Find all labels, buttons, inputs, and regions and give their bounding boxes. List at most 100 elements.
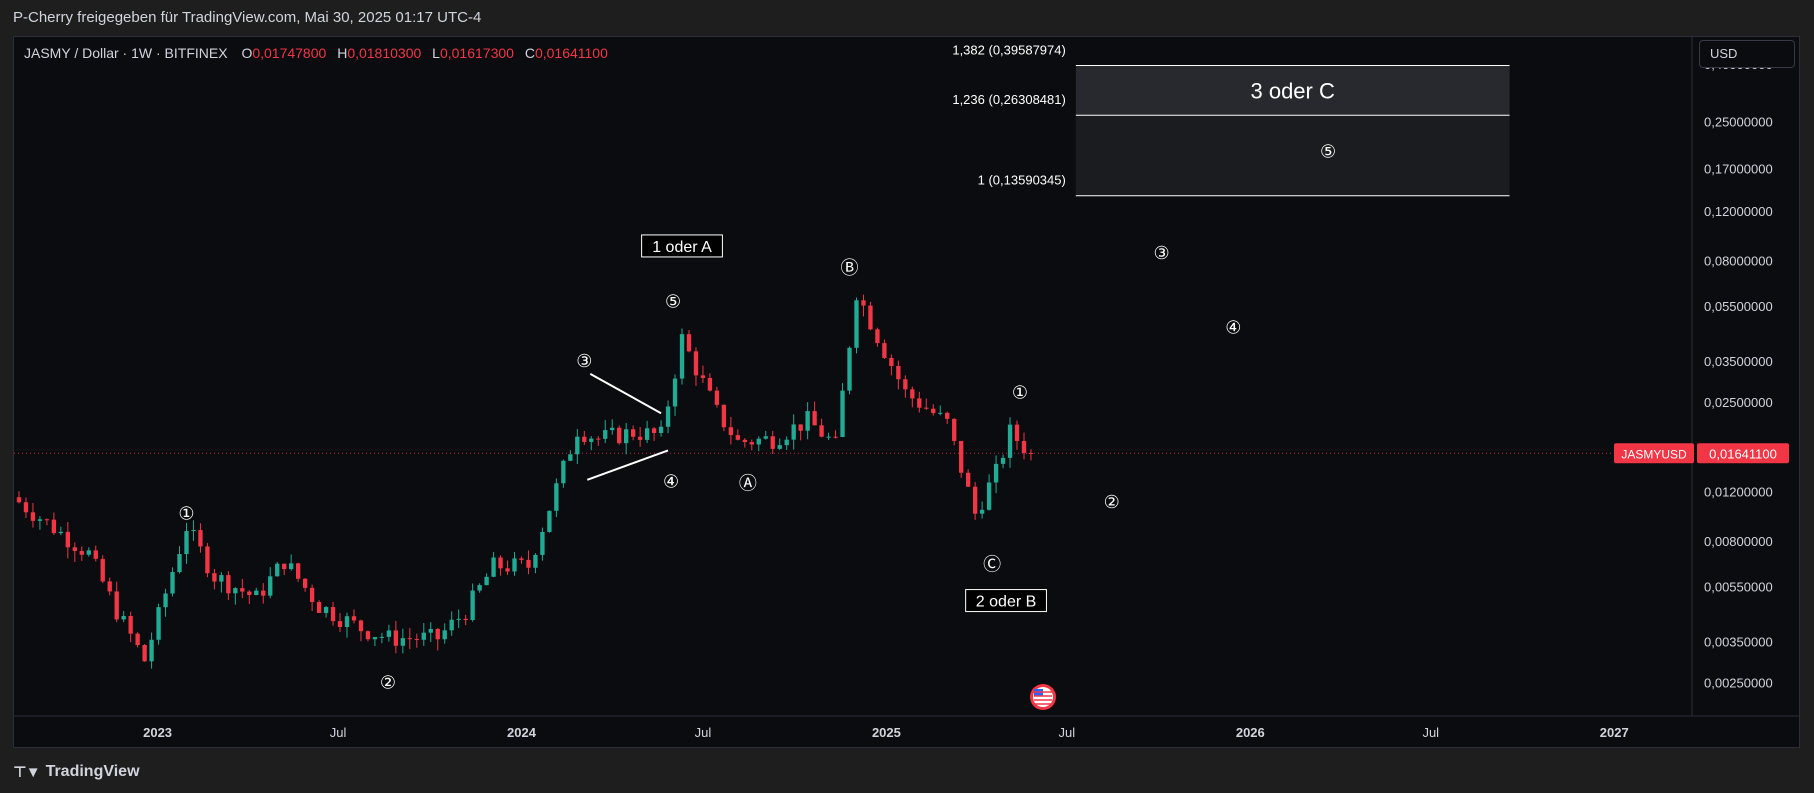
candle-body: [993, 463, 999, 483]
candle-body: [679, 334, 685, 379]
candle-body: [610, 427, 615, 431]
wave-marker: ①: [178, 504, 194, 525]
price-tag-group: JASMYUSD 0,01641100: [1614, 443, 1789, 464]
candle-body: [295, 563, 301, 579]
candle-body: [135, 633, 140, 646]
wave-marker: ③: [1154, 243, 1170, 264]
candle-body: [358, 620, 364, 632]
candle-body: [449, 619, 454, 631]
candle-body: [637, 436, 643, 440]
candle-body: [184, 531, 189, 555]
candle-body: [784, 439, 789, 446]
candle-body: [742, 439, 747, 443]
candle-body: [93, 550, 98, 559]
candle-body: [924, 407, 929, 409]
candle-body: [568, 454, 573, 461]
candle-body: [114, 591, 119, 620]
candle-body: [337, 621, 343, 627]
candle-body: [58, 531, 64, 534]
legend-open: 0,01747800: [252, 45, 327, 61]
wave-marker: ④: [1225, 318, 1241, 339]
wave-marker: ⑤: [1320, 142, 1336, 163]
candle-body: [617, 427, 622, 444]
candle-body: [547, 510, 552, 532]
candle-body: [603, 430, 608, 439]
time-tick-label: Jul: [695, 725, 712, 740]
candle-body: [658, 426, 664, 434]
publisher-line: P-Cherry freigegeben für TradingView.com…: [13, 9, 482, 26]
candle-body: [226, 575, 231, 594]
time-tick-label: 2023: [143, 725, 172, 740]
price-tick-label: 0,03500000: [1704, 354, 1773, 369]
candle-body: [1014, 424, 1020, 441]
price-tick-label: 0,00350000: [1704, 635, 1773, 650]
candle-body: [512, 558, 517, 572]
candle-body: [596, 438, 601, 440]
candle-body: [379, 636, 385, 638]
price-tick-label: 0,17000000: [1704, 161, 1773, 176]
candle-body: [442, 630, 447, 640]
candle-body: [505, 568, 510, 572]
candle-body: [644, 428, 650, 440]
legend-high-label: H: [337, 45, 348, 61]
candle-body: [798, 424, 803, 431]
price-axis: 0,400000000,250000000,170000000,12000000…: [1704, 57, 1773, 690]
candle-body: [840, 390, 845, 438]
tradingview-brand: TradingView: [45, 763, 140, 780]
wave-markers: ① ② ③ ④ ⑤ Ⓐ Ⓑ Ⓒ ① ② ③ ④ ⑤: [178, 142, 1336, 694]
candle-body: [407, 638, 412, 640]
candle-body: [428, 628, 433, 633]
symbol-tag: [1614, 443, 1694, 464]
candle-body: [261, 590, 266, 596]
candle-body: [665, 406, 671, 427]
candle-body: [289, 563, 294, 570]
legend-low: 0,01617300: [439, 45, 514, 61]
price-tick-label: 0,08000000: [1704, 253, 1773, 268]
wave-marker: Ⓒ: [983, 554, 1001, 575]
candle-body: [79, 550, 84, 555]
candle-body: [128, 616, 133, 634]
fib-level-label: 1 (0,13590345): [978, 173, 1066, 188]
triangle-lower-line: [586, 449, 669, 481]
fib-zone-upper: [1075, 65, 1510, 116]
candle-body: [533, 554, 538, 568]
candle-body: [372, 637, 378, 640]
candle-body: [526, 559, 531, 568]
candle-body: [149, 639, 154, 662]
candle-body: [463, 618, 468, 621]
legend-close-label: C: [524, 45, 535, 61]
candle-body: [777, 445, 782, 449]
candle-body: [561, 460, 566, 484]
price-tick-label: 0,00550000: [1704, 579, 1773, 594]
candle-body: [1021, 440, 1027, 453]
candle-body: [254, 590, 259, 596]
candle-body: [100, 558, 105, 582]
currency-button[interactable]: USD: [1699, 40, 1795, 68]
candle-body: [316, 602, 322, 613]
tradingview-logo[interactable]: ⊤▼ TradingView: [13, 762, 140, 782]
tradingview-logo-icon: ⊤▼: [13, 764, 41, 781]
time-tick-label: Jul: [1422, 725, 1439, 740]
wave-marker: ④: [663, 472, 679, 493]
candle-body: [107, 581, 112, 592]
candle-body: [826, 436, 831, 438]
candle-body: [735, 435, 741, 440]
fib-zone-title: 3 oder C: [1250, 78, 1334, 103]
symbol-tag-label: JASMYUSD: [1621, 447, 1687, 461]
candle-body: [938, 412, 943, 414]
candle-body: [233, 588, 238, 594]
candle-body: [330, 607, 336, 622]
candle-body: [959, 440, 964, 473]
events-group: [1030, 684, 1056, 710]
candle-body: [491, 557, 496, 577]
candle-body: [952, 418, 957, 441]
candle-body: [44, 519, 50, 521]
legend-open-label: O: [241, 45, 253, 61]
candle-body: [386, 630, 392, 637]
candle-body: [770, 436, 775, 449]
candle-body: [812, 411, 817, 426]
price-tick-label: 0,25000000: [1704, 114, 1773, 129]
candle-body: [30, 512, 36, 521]
candle-body: [400, 638, 406, 646]
